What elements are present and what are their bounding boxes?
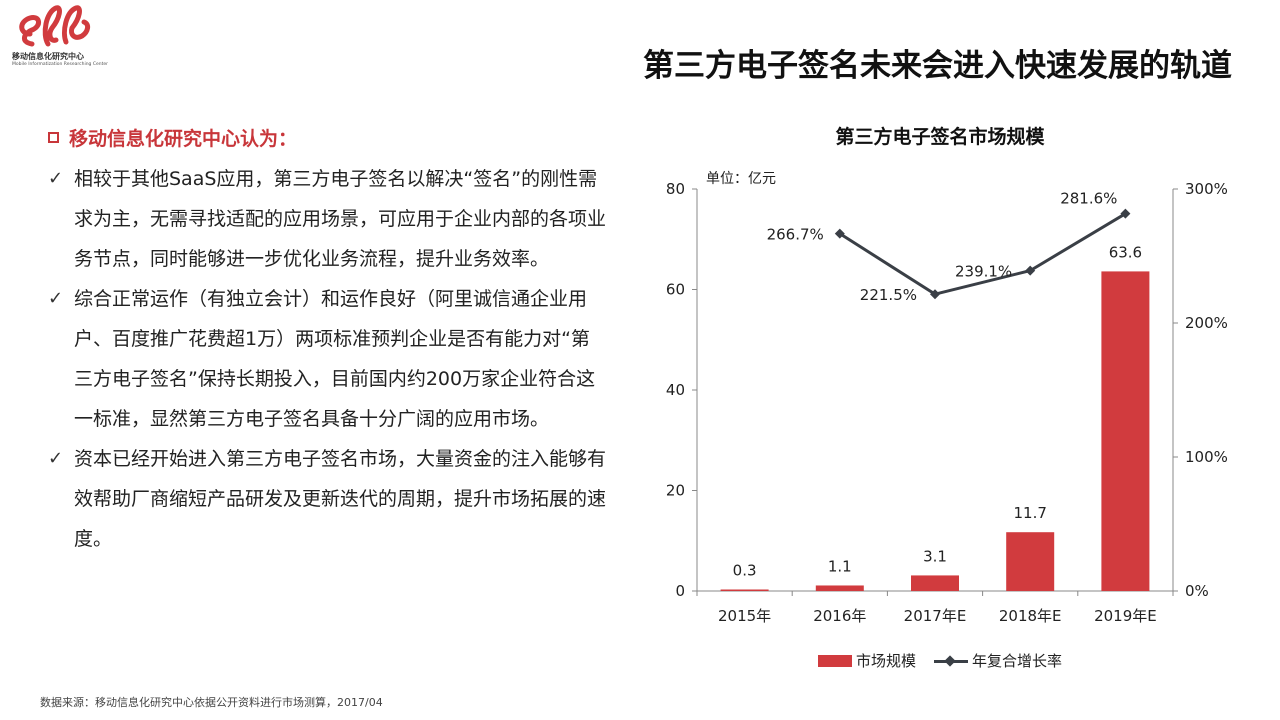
bar-value-label: 1.1 <box>828 557 852 575</box>
intro-text: 移动信息化研究中心认为： <box>69 128 298 150</box>
check-icon: ✓ <box>48 448 64 469</box>
legend-item-bar: 市场规模 <box>818 650 916 671</box>
square-bullet-icon <box>48 132 59 143</box>
x-tick-label: 2018年E <box>999 607 1062 625</box>
point-item: ✓ 综合正常运作（有独立会计）和运作良好（阿里诚信通企业用户、百度推广花费超1万… <box>48 279 608 439</box>
x-tick-label: 2017年E <box>904 607 967 625</box>
bar <box>720 589 769 591</box>
logo: 移动信息化研究中心 Mobile Informatization Researc… <box>8 4 118 68</box>
bar <box>1101 271 1150 591</box>
growth-value-label: 266.7% <box>767 226 824 244</box>
growth-point <box>1120 208 1131 219</box>
legend-item-line: 年复合增长率 <box>934 650 1062 671</box>
intro-heading: 移动信息化研究中心认为： <box>48 124 608 151</box>
logo-mark-icon <box>19 5 91 47</box>
y-tick-label: 60 <box>666 281 685 299</box>
bar-value-label: 63.6 <box>1109 243 1142 261</box>
chart-unit-label: 单位：亿元 <box>706 171 776 187</box>
y-tick-label: 20 <box>666 482 685 500</box>
growth-point <box>834 228 845 239</box>
growth-line <box>838 212 1127 296</box>
y2-tick-label: 200% <box>1185 314 1228 332</box>
data-source: 数据来源：移动信息化研究中心依据公开资料进行市场测算，2017/04 <box>40 696 383 709</box>
market-size-chart: 0 20 40 60 80 0% 100% 200% 300% 2015年 2016年 2017年E 2… <box>666 180 1228 625</box>
logo-name-en: Mobile Informatization Researching Cente… <box>12 62 108 67</box>
page-title: 第三方电子签名未来会进入快速发展的轨道 <box>643 48 1232 84</box>
x-tick-label: 2016年 <box>813 607 866 625</box>
check-icon: ✓ <box>48 168 64 189</box>
x-tick-label: 2019年E <box>1094 607 1157 625</box>
bar-value-label: 3.1 <box>923 547 947 565</box>
y-tick-label: 0 <box>675 582 685 600</box>
bar <box>1006 532 1055 591</box>
point-item: ✓ 资本已经开始进入第三方电子签名市场，大量资金的注入能够有效帮助厂商缩短产品研… <box>48 439 608 559</box>
growth-point <box>1025 265 1036 276</box>
y-tick-label: 40 <box>666 381 685 399</box>
point-text: 相较于其他SaaS应用，第三方电子签名以解决“签名”的刚性需求为主，无需寻找适配… <box>74 168 607 270</box>
growth-value-label: 239.1% <box>955 263 1012 281</box>
growth-value-label: 221.5% <box>860 286 917 304</box>
point-text: 综合正常运作（有独立会计）和运作良好（阿里诚信通企业用户、百度推广花费超1万）两… <box>74 288 596 430</box>
check-icon: ✓ <box>48 288 64 309</box>
logo-name: 移动信息化研究中心 <box>12 52 84 61</box>
chart-legend: 市场规模 年复合增长率 <box>818 650 1080 671</box>
growth-value-label: 281.6% <box>1060 190 1117 208</box>
legend-bar-label: 市场规模 <box>856 652 917 670</box>
y2-tick-label: 300% <box>1185 180 1228 198</box>
y-tick-label: 80 <box>666 180 685 198</box>
x-tick-label: 2015年 <box>718 607 771 625</box>
y2-tick-label: 100% <box>1185 448 1228 466</box>
commentary: 移动信息化研究中心认为： ✓ 相较于其他SaaS应用，第三方电子签名以解决“签名… <box>48 124 608 559</box>
legend-bar-swatch <box>818 654 852 667</box>
bar-value-label: 0.3 <box>733 561 757 579</box>
bar-value-label: 11.7 <box>1013 504 1046 522</box>
point-item: ✓ 相较于其他SaaS应用，第三方电子签名以解决“签名”的刚性需求为主，无需寻找… <box>48 159 608 279</box>
point-text: 资本已经开始进入第三方电子签名市场，大量资金的注入能够有效帮助厂商缩短产品研发及… <box>74 448 607 550</box>
chart-title: 第三方电子签名市场规模 <box>835 126 1045 148</box>
bar <box>815 585 864 591</box>
legend-line-label: 年复合增长率 <box>972 652 1063 670</box>
bar <box>911 575 959 591</box>
growth-point <box>930 289 940 300</box>
y2-tick-label: 0% <box>1185 582 1209 600</box>
legend-line-swatch <box>934 655 969 667</box>
